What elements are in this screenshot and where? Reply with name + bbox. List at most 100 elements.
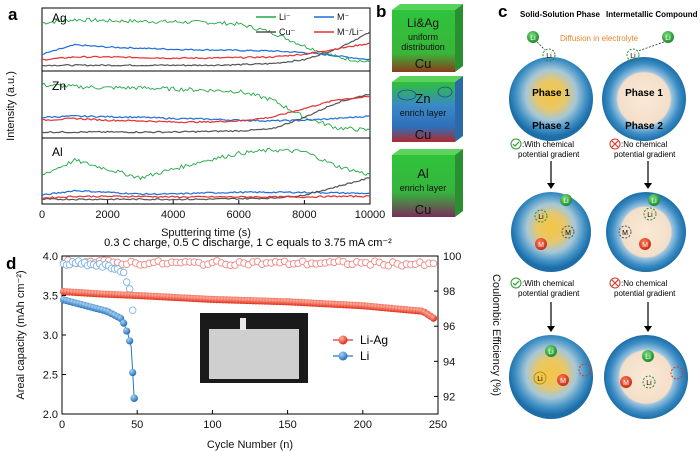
li-atom-ss-3 — [545, 345, 557, 357]
legend-liag: Li-Ag — [360, 333, 388, 347]
li-dash-ss-3 — [533, 371, 547, 385]
m-dash-ic-2 — [618, 225, 632, 239]
series-zn-3 — [41, 95, 371, 124]
li-atom-ic-2 — [648, 194, 660, 206]
a-xtick-label: 4000 — [161, 209, 185, 221]
series-zn-2 — [41, 93, 371, 134]
ss-caption-2a: :With chemical — [522, 279, 574, 288]
ic-particle-1 — [602, 57, 686, 141]
capacity-li-point — [129, 368, 137, 377]
panel-a-legend: Li⁻ M⁻ Cu⁻ M⁻/Li⁻ — [256, 12, 364, 37]
cube-zn-cluster-2 — [437, 86, 453, 98]
subplot-al-label: Al — [52, 145, 63, 159]
legend-li-d: Li — [360, 349, 369, 363]
cube-ag: Li&Ag uniform distribution Cu — [392, 4, 463, 72]
ss-particle-1 — [509, 57, 593, 141]
pouch-cell-body — [209, 329, 299, 379]
panel-d-xlabel: Cycle Number (n) — [207, 439, 293, 451]
panel-b-label: b — [376, 2, 386, 21]
m-atom-ss-2-label: M — [538, 242, 544, 249]
li-dash-ss-1-label: Li — [546, 53, 552, 60]
diffusion-label: Diffusion in electrolyte — [560, 34, 639, 43]
m-atom-ic-2 — [639, 238, 651, 250]
li-dash-ic-3 — [642, 375, 656, 389]
li-atom-ss-2-label: Li — [563, 198, 569, 205]
cube-zn-side — [455, 76, 463, 142]
d-ytick-label: 3.5 — [43, 291, 58, 303]
ic-particle-3 — [604, 335, 688, 419]
li-atom-ss-2 — [560, 194, 572, 206]
li-dash-ss-2-label: Li — [538, 214, 544, 221]
ce-point — [125, 285, 134, 293]
panel-d-title: 0.3 C charge, 0.5 C discharge, 1 C equal… — [104, 237, 392, 249]
ss-phase2: Phase 2 — [532, 121, 570, 132]
d-ytick-label: 2.0 — [43, 409, 58, 421]
d-xtick-label: 0 — [59, 419, 65, 431]
d-y2tick-label: 100 — [443, 251, 461, 263]
m-atom-ss-3-label: M — [560, 378, 566, 385]
li-path-ss-1 — [536, 41, 546, 51]
capacity-liag-point — [429, 314, 438, 322]
m-dash-ss-2 — [561, 225, 575, 239]
a-xtick-label: 0 — [39, 209, 45, 221]
ce-point — [128, 306, 137, 314]
panel-a-label: a — [8, 5, 18, 24]
panel-c-schematic: Solid-Solution Phase Intermetallic Compo… — [509, 10, 698, 419]
capacity-li-point — [120, 319, 128, 327]
arrow-ss-2-head — [547, 326, 555, 332]
cross-icon-1-mark — [611, 140, 619, 148]
legend-ratio: M⁻/Li⁻ — [337, 27, 364, 37]
ss-particle-3 — [509, 335, 593, 419]
d-xtick-label: 50 — [131, 419, 143, 431]
li-atom-ss-1 — [527, 31, 539, 43]
a-xtick-label: 6000 — [227, 209, 251, 221]
capacity-li-point — [130, 394, 138, 403]
panel-a-chart: 0 2000 4000 6000 8000 10000 Sputtering time (… — [5, 7, 385, 239]
d-ytick-label: 4.0 — [43, 251, 58, 263]
m-atom-ss-3 — [557, 374, 569, 386]
panel-a-xlabel: Sputtering time (s) — [161, 227, 251, 239]
panel-d-ylabel-right: Coulombic Efficiency (%) — [490, 274, 502, 396]
series-ag-3 — [41, 42, 371, 61]
d-y2tick-label: 92 — [443, 391, 455, 403]
cube-al-line2: enrich layer — [400, 183, 447, 193]
ce-point — [122, 278, 131, 286]
arrow-ic-1-head — [644, 183, 652, 189]
panel-d-legend: Li-Ag Li — [333, 333, 388, 363]
li-dash-ic-2 — [643, 207, 657, 221]
check-icon-1 — [510, 138, 522, 150]
capacity-li-line — [63, 299, 135, 399]
legend-cu: Cu⁻ — [279, 27, 296, 37]
panel-d-points — [59, 256, 438, 403]
arrow-ic-2-head — [644, 326, 652, 332]
li-dash-ss-2 — [534, 209, 548, 223]
col-solid-solution: Solid-Solution Phase — [520, 10, 601, 19]
ic-phase1: Phase 1 — [625, 88, 663, 99]
cube-al-front — [392, 155, 455, 217]
d-ytick-label: 2.5 — [43, 370, 58, 382]
capacity-li-point — [126, 337, 134, 345]
panel-b-cubes: Li&Ag uniform distribution Cu Zn enrich … — [392, 4, 463, 217]
panel-d-chart: 0 50 100 150 200 250 2.0 2.5 3.0 3.5 4.0 92 94 96 98 10… — [15, 251, 502, 451]
subplot-zn-label: Zn — [52, 79, 66, 93]
cube-ag-top — [392, 4, 463, 10]
d-xtick-label: 250 — [429, 419, 447, 431]
ic-caption-1a: :No chemical — [621, 140, 667, 149]
d-xtick-label: 150 — [278, 419, 296, 431]
cube-ag-side — [455, 4, 463, 72]
ic-particle-2 — [606, 192, 686, 272]
m-atom-ss-2 — [535, 238, 547, 250]
cube-zn-line2: enrich layer — [400, 108, 447, 118]
subplot-ag-label: Ag — [52, 11, 67, 25]
li-atom-ic-1-label: Li — [665, 35, 671, 42]
li-dash-ic-2-label: Li — [647, 212, 653, 219]
li-dash-ss-3-label: Li — [537, 376, 543, 383]
cube-ag-title: Li&Ag — [407, 16, 439, 30]
d-xtick-label: 200 — [354, 419, 372, 431]
cube-ag-cu: Cu — [415, 56, 432, 71]
d-ytick-label: 3.0 — [43, 330, 58, 342]
panel-a-ylabel: Intensity (a.u.) — [5, 71, 17, 141]
li-atom-ic-3-label: Li — [645, 354, 651, 361]
cube-al-title: Al — [417, 166, 429, 181]
d-y2tick-label: 96 — [443, 321, 455, 333]
